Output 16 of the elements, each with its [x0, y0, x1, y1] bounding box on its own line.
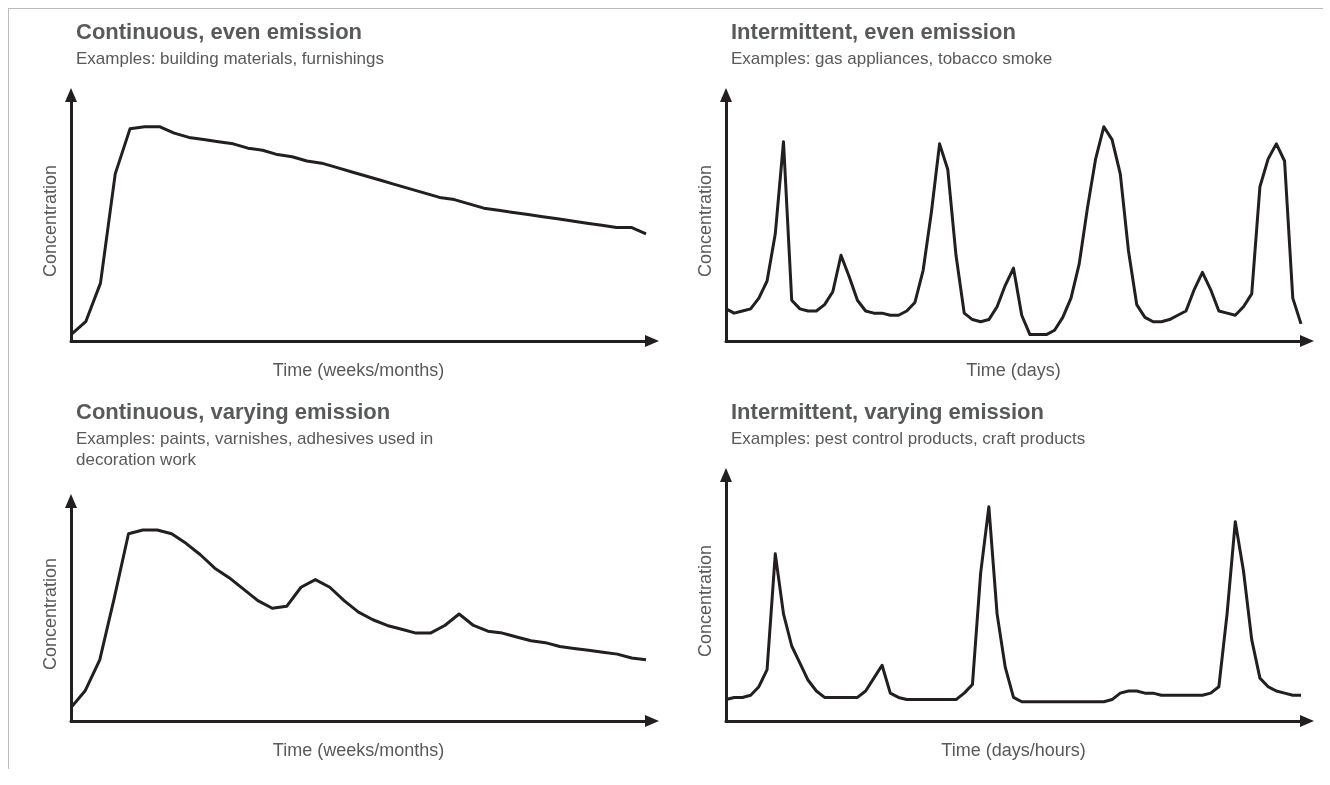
x-axis-title: Time (days): [966, 360, 1061, 380]
x-axis-title: Time (weeks/months): [272, 740, 445, 760]
chart-subtitle: Examples: gas appliances, tobacco smoke: [731, 49, 1053, 68]
chart-title: Continuous, varying emission: [76, 398, 391, 424]
chart-title: Intermittent, varying emission: [731, 398, 1044, 424]
x-axis-title: Time (days/hours): [941, 740, 1086, 760]
chart-subtitle: Examples: paints, varnishes, adhesives used in decoration work: [76, 429, 438, 469]
chart-subtitle: Examples: pest control products, craft products: [731, 429, 1086, 448]
y-axis-title: Concentration: [40, 164, 60, 278]
chart-subtitle: Examples: building materials, furnishings: [76, 49, 385, 68]
y-axis-title: Concentration: [695, 164, 715, 278]
x-axis-title: Time (weeks/months): [272, 360, 445, 380]
chart-title: Intermittent, even emission: [731, 18, 1016, 44]
y-axis-title: Concentration: [695, 544, 715, 658]
y-axis-title: Concentration: [40, 557, 60, 671]
chart-title: Continuous, even emission: [76, 18, 363, 44]
